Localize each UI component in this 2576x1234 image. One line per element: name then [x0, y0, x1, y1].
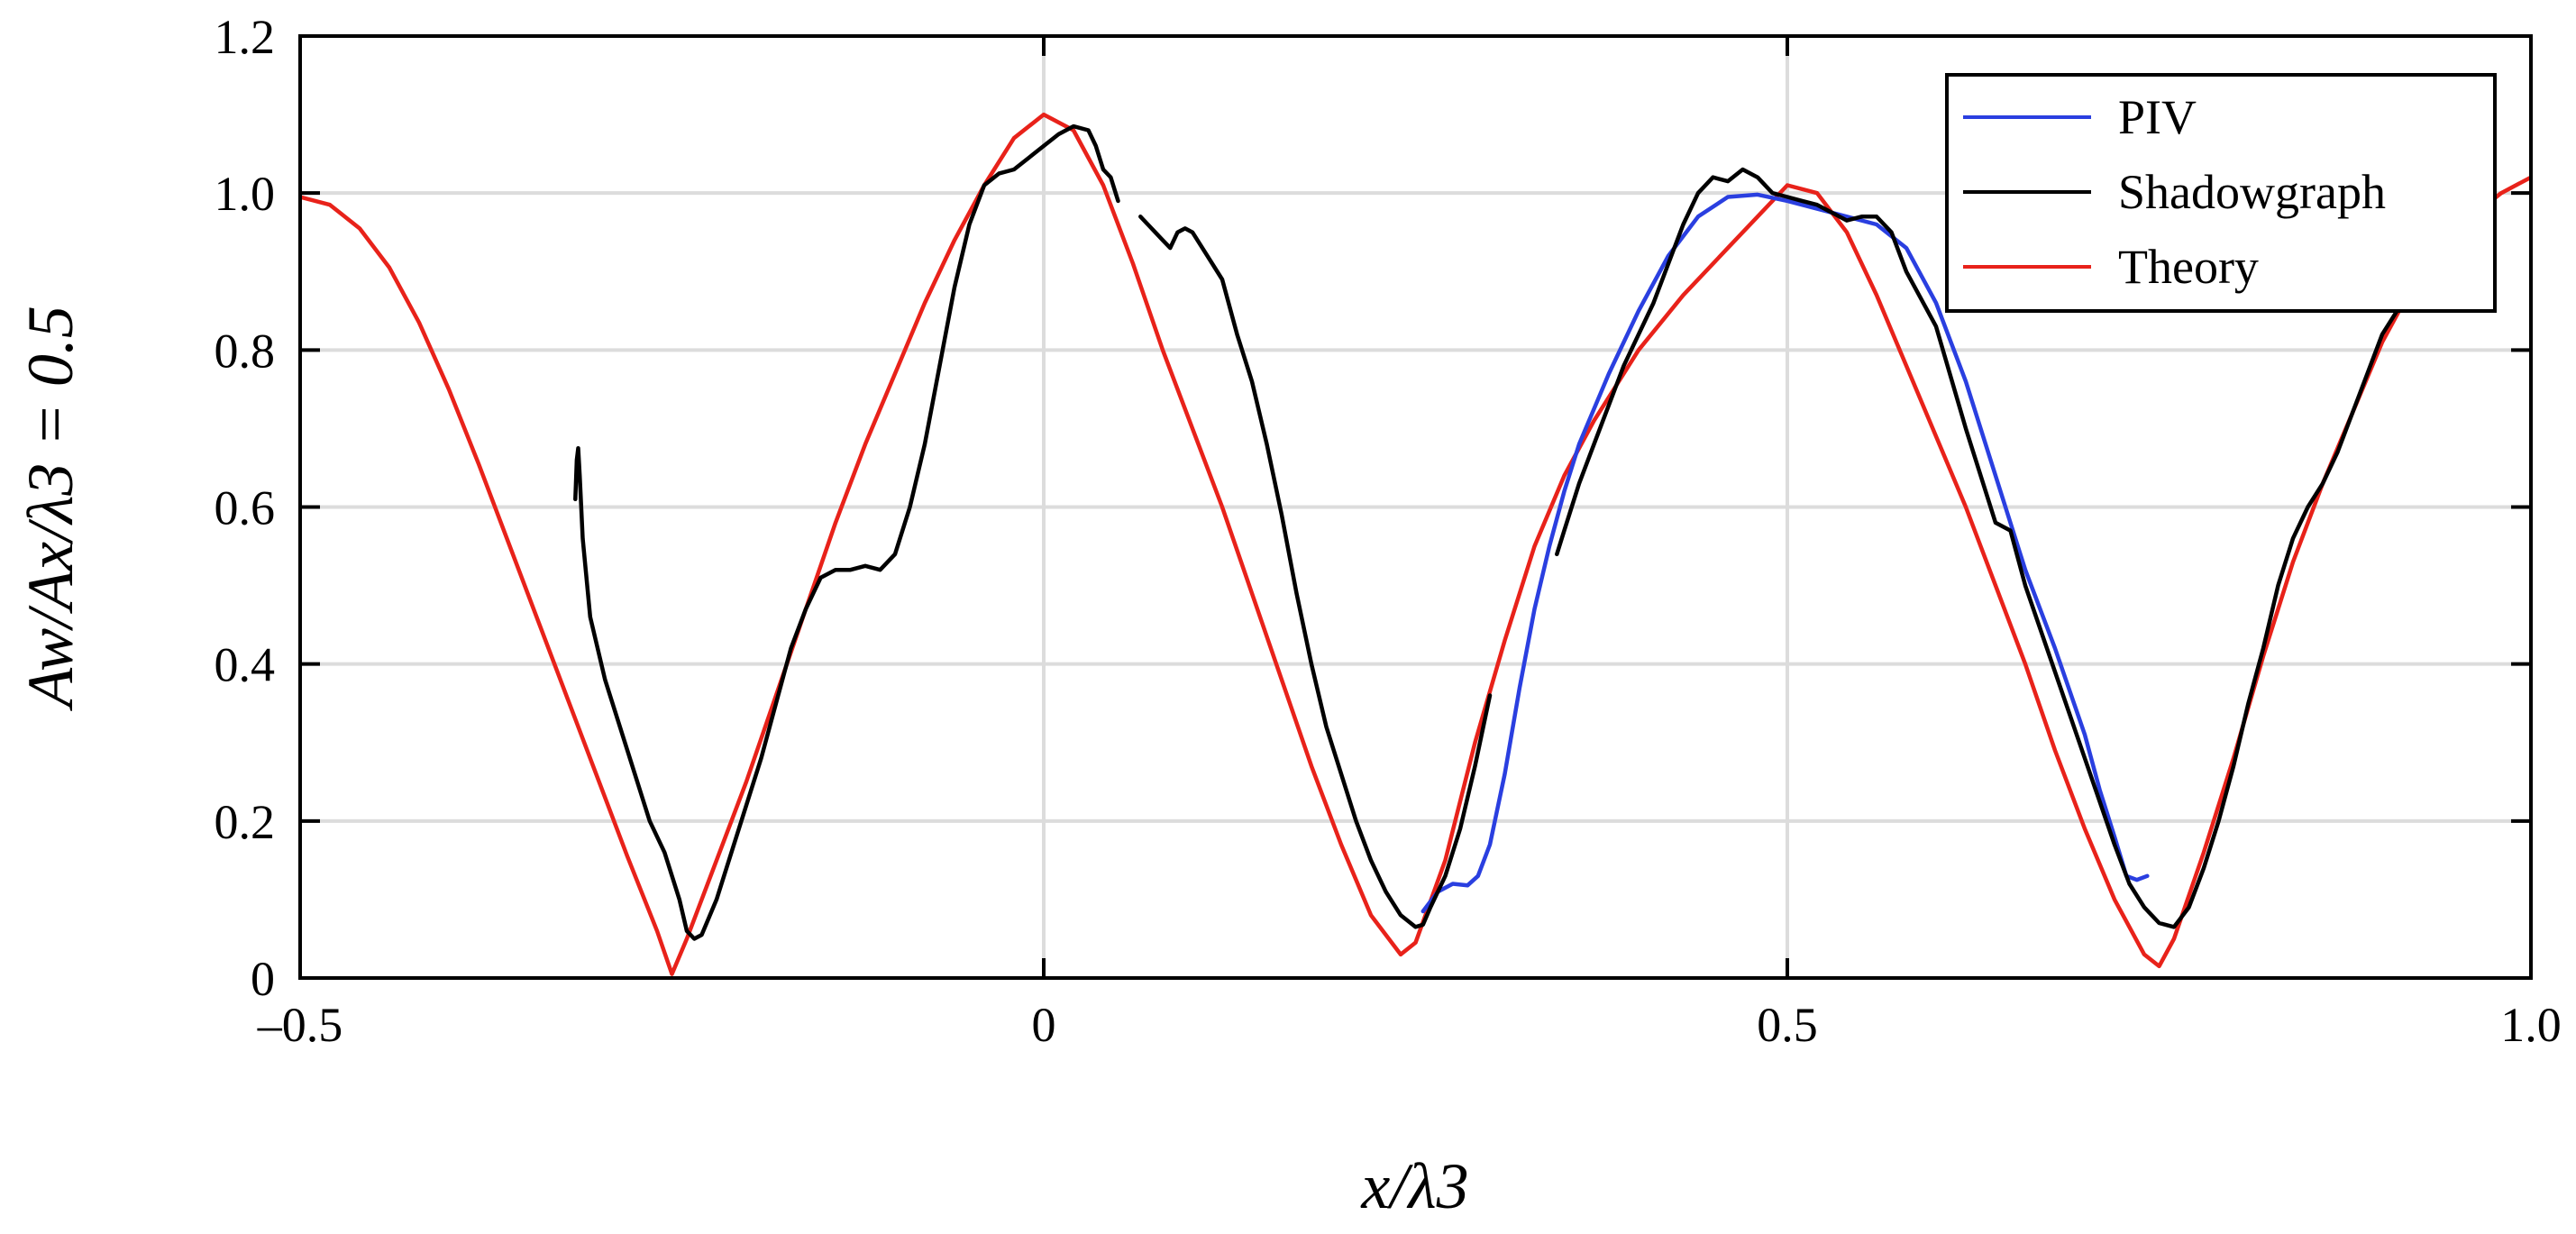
series-line-shadowgraph: [1555, 167, 2429, 929]
tick-labels: –0.5 0 0.5 1.000.20.40.60.81.01.2: [215, 10, 2562, 1052]
series-line-theory: [300, 112, 2531, 976]
legend-label-theory: Theory: [2118, 240, 2259, 294]
series-line-shadowgraph: [1138, 215, 1493, 929]
y-tick-label: 1.0: [215, 167, 276, 221]
grid-lines: [300, 36, 2531, 978]
x-tick-label: 1.0: [2500, 998, 2562, 1052]
legend: PIV Shadowgraph Theory: [1945, 73, 2497, 313]
y-tick-label: 0: [251, 952, 275, 1006]
y-tick-label: 0.6: [215, 481, 276, 535]
y-tick-label: 1.2: [215, 10, 276, 64]
x-tick-label: 0.5: [1757, 998, 1818, 1052]
legend-label-shadowgraph: Shadowgraph: [2118, 165, 2386, 219]
legend-label-piv: PIV: [2118, 90, 2197, 144]
y-tick-label: 0.8: [215, 324, 276, 378]
x-tick-label: –0.5: [257, 998, 343, 1052]
series-line-shadowgraph: [573, 123, 1120, 941]
y-axis-label: Aw/Ax/λ3 = 0.5: [14, 306, 87, 711]
axis-ticks: [298, 34, 2533, 980]
y-tick-label: 0.4: [215, 638, 276, 692]
y-tick-label: 0.2: [215, 795, 276, 849]
x-axis-label: x/λ3: [1360, 1150, 1468, 1222]
series-lines: [300, 112, 2531, 976]
x-tick-label: 0: [1032, 998, 1056, 1052]
series-line-piv: [1420, 192, 2150, 914]
